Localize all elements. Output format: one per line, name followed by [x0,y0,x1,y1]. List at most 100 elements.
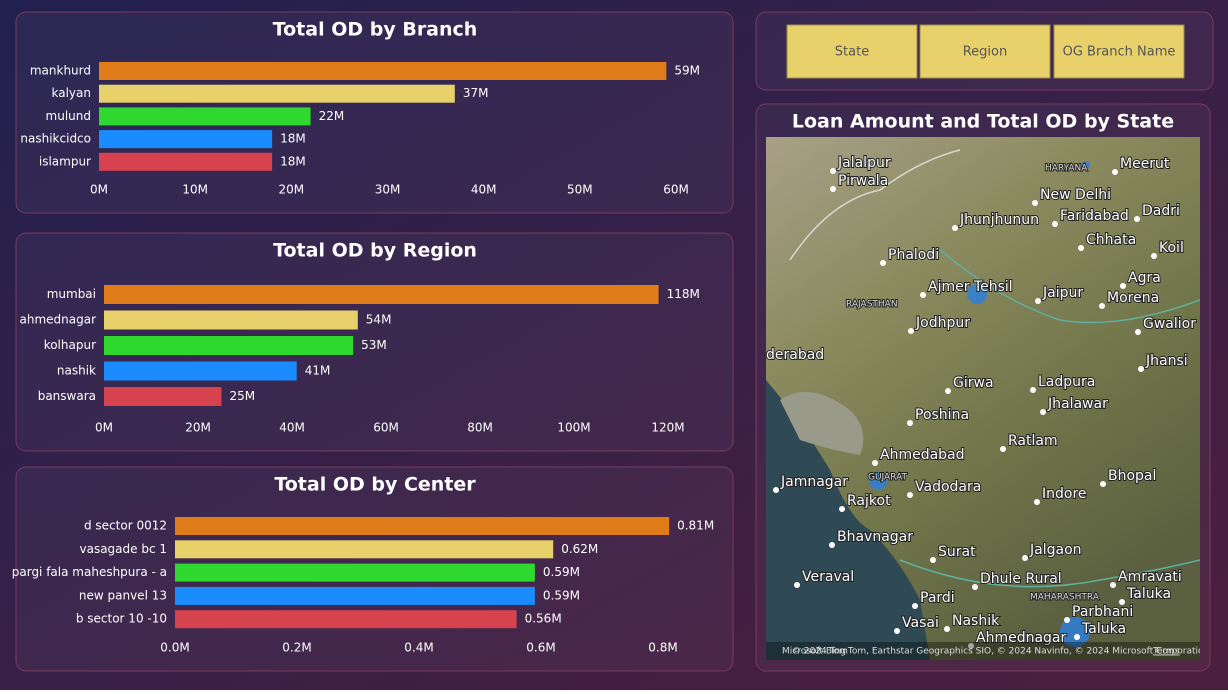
bar[interactable] [175,610,517,629]
map-place-label: Jamnagar [780,474,848,490]
attribution-bar [766,642,1200,660]
map-sea [766,380,930,660]
map-place-label: New Delhi [1040,187,1111,203]
map-place-dot [1119,599,1125,605]
map-place-label: Pardi [920,590,955,606]
map-title: Loan Amount and Total OD by State [792,111,1174,133]
x-tick-label: 10M [182,183,208,197]
map-place-dot [1030,387,1036,393]
y-tick-label: mankhurd [30,64,91,78]
map-place-label: Ajmer Tehsil [928,279,1013,295]
map-place-dot [1000,446,1006,452]
map-place-dot [794,582,800,588]
map-border [789,149,961,261]
bar[interactable] [99,107,311,126]
bar[interactable] [104,361,297,381]
y-tick-label: nashik [57,364,96,378]
x-tick-label: 40M [279,421,305,435]
bar[interactable] [175,586,535,605]
y-tick-label: vasagade bc 1 [79,542,167,556]
map-place-label: Morena [1107,290,1159,306]
x-tick-label: 0M [95,421,113,435]
map-place-dot [1100,481,1106,487]
x-tick-label: 60M [663,183,689,197]
data-label: 53M [361,338,387,352]
map-place-label: Indore [1042,486,1087,502]
x-tick-label: 0.4M [404,641,433,655]
bar[interactable] [175,517,670,535]
bar[interactable] [175,540,554,559]
map-place-label: Jodhpur [915,315,970,331]
x-tick-label: 0.8M [648,641,677,655]
map-place-label: Taluka [1126,586,1171,602]
map-place-dot [930,557,936,563]
map-place-label: Jhalawar [1047,396,1108,412]
bar[interactable] [99,62,667,80]
x-tick-label: 100M [557,421,590,435]
data-label: 18M [280,132,306,146]
data-label: 18M [280,154,306,168]
x-tick-label: 60M [373,421,399,435]
bar[interactable] [175,563,535,582]
map-place-dot [1052,221,1058,227]
map-marsh [780,392,864,455]
map-place-dot [1110,582,1116,588]
map-place-label: Dhule Rural [980,571,1062,587]
data-label: 0.56M [525,612,562,626]
slicer-label[interactable]: OG Branch Name [1063,45,1176,60]
x-tick-label: 50M [567,183,593,197]
map-place-label: Jhansi [1145,353,1188,369]
bar[interactable] [104,387,222,406]
map-place-dot [1032,200,1038,206]
x-tick-label: 20M [185,421,211,435]
x-tick-label: 20M [279,183,305,197]
map-terms[interactable]: Terms [1152,647,1180,657]
slicer-button[interactable] [1053,24,1185,79]
bar[interactable] [99,84,455,103]
map-place-dot [872,460,878,466]
map-place-label: Nashik [952,613,1000,629]
slicer-button[interactable] [919,24,1051,79]
map-place-dot [1064,617,1070,623]
map-place-label: GUJARAT [868,473,908,483]
map-place-dot [839,506,845,512]
bar[interactable] [104,310,358,330]
map-place-label: Poshina [915,407,969,423]
map-place-label: RAJASTHAN [846,300,898,310]
map-place-dot [880,260,886,266]
map-bubble[interactable] [1060,617,1090,647]
bar[interactable] [99,130,273,149]
map-place-dot [1135,329,1141,335]
map-place-dot [944,626,950,632]
y-tick-label: d sector 0012 [84,519,167,533]
map-bubble[interactable] [1082,161,1090,169]
map-place-label: Bhavnagar [837,529,913,545]
map-place-label: Jalgaon [1029,542,1082,558]
map-place-dot [1138,366,1144,372]
map-place-label: Koil [1159,240,1184,256]
map-place-label: Faridabad [1060,208,1129,224]
y-tick-label: islampur [39,154,91,168]
map-place-label: Rajkot [847,493,891,509]
data-label: 25M [230,389,256,403]
map-place-dot [972,584,978,590]
slicer-button[interactable] [786,24,918,79]
y-tick-label: kolhapur [44,338,96,352]
map-bubble[interactable] [869,472,887,490]
map-place-label: Jhunjhunun [959,212,1039,228]
bar[interactable] [99,152,273,171]
map-place-label: Bhopal [1108,468,1156,484]
map-bubble[interactable] [967,284,987,304]
map-place-dot [1112,169,1118,175]
data-label: 0.59M [543,588,580,602]
map-place-dot [912,603,918,609]
map-place-label: Dadri [1142,203,1180,219]
map-place-label: Agra [1128,270,1161,286]
slicer-label[interactable]: Region [963,45,1008,60]
chart-title: Total OD by Region [273,240,477,262]
bar[interactable] [104,285,659,304]
map-river [899,559,1200,588]
y-tick-label: new panvel 13 [79,588,167,602]
bar[interactable] [104,336,354,355]
slicer-label[interactable]: State [835,45,869,60]
